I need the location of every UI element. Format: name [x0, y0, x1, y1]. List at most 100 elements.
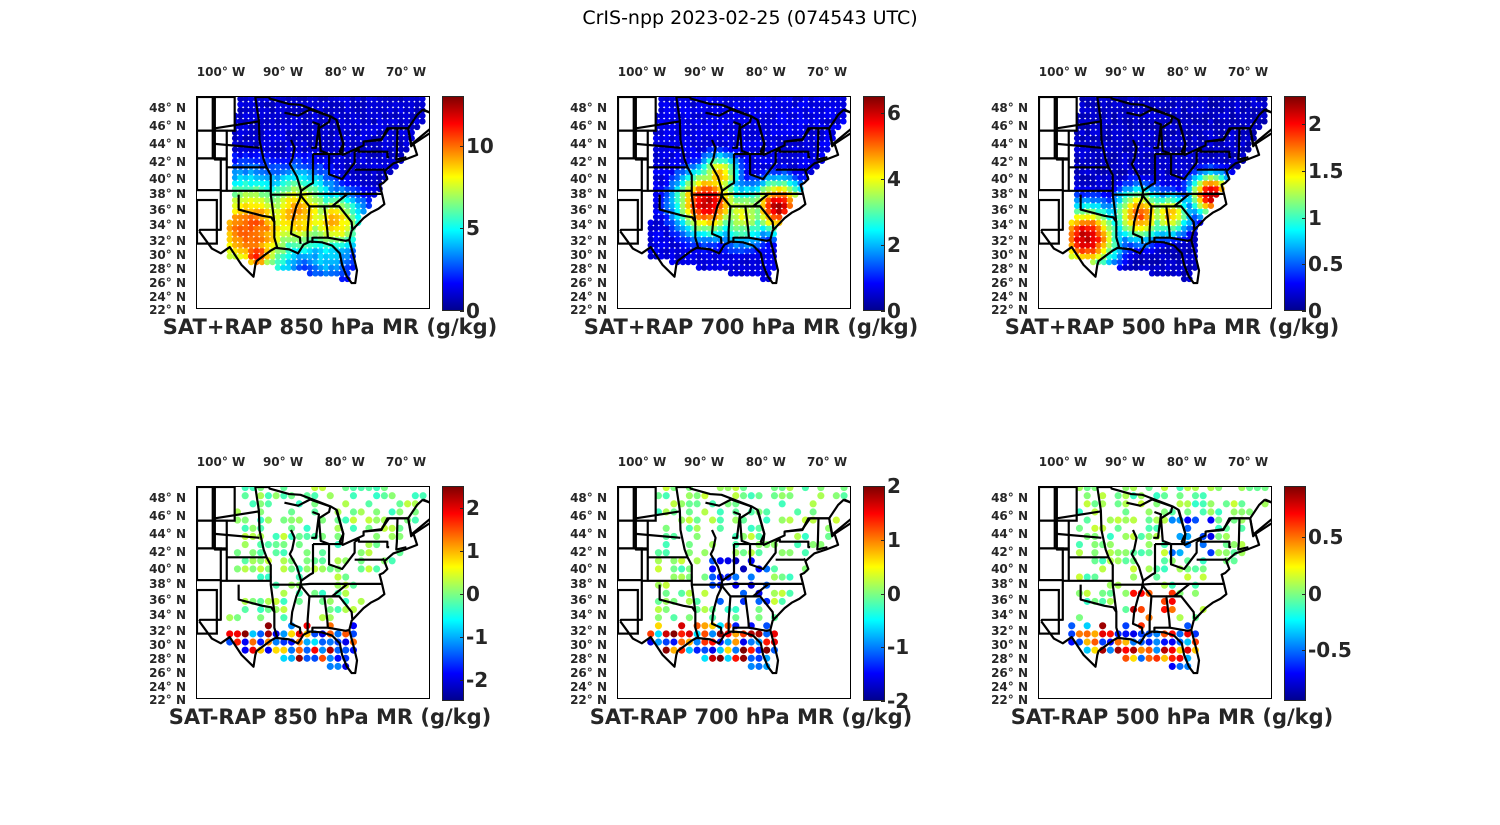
data-cell: [1186, 230, 1193, 238]
data-point: [233, 549, 242, 557]
border-line: [1142, 544, 1157, 582]
data-cell: [247, 258, 255, 266]
data-cell: [1202, 157, 1209, 164]
data-cell: [322, 157, 330, 164]
colorbar-tick-label: 1: [887, 527, 901, 552]
data-cell: [759, 112, 767, 119]
data-cell: [1089, 225, 1097, 232]
data-cell: [770, 101, 778, 108]
data-cell: [663, 180, 670, 187]
data-cell: [1180, 118, 1188, 125]
data-cell: [663, 230, 670, 238]
data-cell: [247, 253, 255, 260]
data-point: [357, 557, 365, 565]
data-cell: [371, 118, 378, 125]
data-cell: [392, 118, 399, 125]
border-line: [720, 193, 732, 243]
data-cell: [1175, 242, 1182, 249]
data-cell: [365, 196, 373, 204]
data-cell: [264, 208, 271, 215]
data-cell: [1197, 202, 1204, 209]
data-cell: [1197, 107, 1204, 114]
data-point: [349, 508, 358, 516]
data-point: [693, 532, 701, 540]
data-point: [280, 597, 288, 605]
data-cell: [1106, 146, 1113, 153]
colorbar-tick-label: 0: [1308, 581, 1322, 606]
data-point: [249, 646, 257, 654]
data-cell: [738, 264, 745, 271]
data-cell: [770, 196, 778, 204]
data-point: [670, 573, 678, 581]
data-cell: [1170, 247, 1177, 255]
data-cell: [1197, 196, 1204, 204]
data-cell: [1148, 163, 1156, 170]
data-point: [1199, 573, 1207, 581]
data-cell: [776, 163, 783, 170]
data-cell: [242, 213, 249, 221]
data-cell: [360, 101, 367, 108]
data-cell: [360, 196, 367, 204]
data-point: [1160, 549, 1169, 557]
data-cell: [258, 208, 266, 215]
data-point: [739, 487, 748, 492]
data-point: [334, 581, 342, 589]
data-point: [1122, 638, 1130, 646]
data-cell: [1100, 247, 1108, 255]
data-cell: [381, 112, 389, 119]
data-point: [380, 492, 388, 500]
data-cell: [706, 118, 713, 125]
border-line: [1079, 194, 1121, 249]
data-point: [241, 524, 249, 532]
data-cell: [322, 97, 330, 103]
data-cell: [1186, 196, 1193, 204]
data-point: [1168, 638, 1176, 646]
data-cell: [679, 230, 687, 238]
data-point: [732, 614, 740, 622]
data-cell: [1127, 225, 1134, 232]
data-cell: [301, 123, 308, 131]
data-cell: [776, 107, 783, 114]
data-cell: [770, 185, 778, 193]
data-point: [334, 654, 342, 662]
data-cell: [1186, 118, 1193, 125]
data-cell: [765, 230, 772, 238]
data-cell: [1100, 208, 1108, 215]
data-point: [342, 573, 350, 581]
data-cell: [1122, 97, 1129, 103]
data-cell: [754, 253, 761, 260]
data-cell: [663, 151, 670, 159]
data-cell: [1089, 129, 1097, 136]
data-cell: [1100, 196, 1108, 204]
data-cell: [317, 97, 324, 103]
data-cell: [1100, 219, 1108, 226]
data-cell: [264, 174, 271, 181]
data-cell: [733, 208, 740, 215]
data-cell: [743, 101, 751, 108]
data-point: [280, 589, 288, 597]
data-cell: [274, 163, 282, 170]
latitude-tick-label: 32° N: [149, 234, 186, 248]
data-point: [1137, 532, 1145, 540]
data-cell: [765, 123, 772, 131]
data-cell: [1234, 112, 1241, 119]
data-cell: [754, 97, 761, 103]
border-line: [270, 582, 383, 586]
data-point: [257, 492, 265, 500]
data-cell: [781, 101, 788, 108]
data-cell: [1143, 118, 1150, 125]
data-cell: [776, 101, 783, 108]
data-cell: [1089, 258, 1097, 266]
data-cell: [274, 146, 282, 153]
data-cell: [802, 101, 810, 108]
data-cell: [1186, 157, 1193, 164]
state-outline: [618, 547, 643, 582]
state-outline: [1039, 588, 1060, 635]
data-cell: [652, 230, 660, 238]
data-point: [1106, 540, 1114, 549]
data-cell: [258, 230, 266, 238]
data-cell: [695, 129, 703, 136]
data-cell: [253, 180, 260, 187]
data-cell: [247, 196, 255, 204]
data-cell: [226, 230, 233, 238]
